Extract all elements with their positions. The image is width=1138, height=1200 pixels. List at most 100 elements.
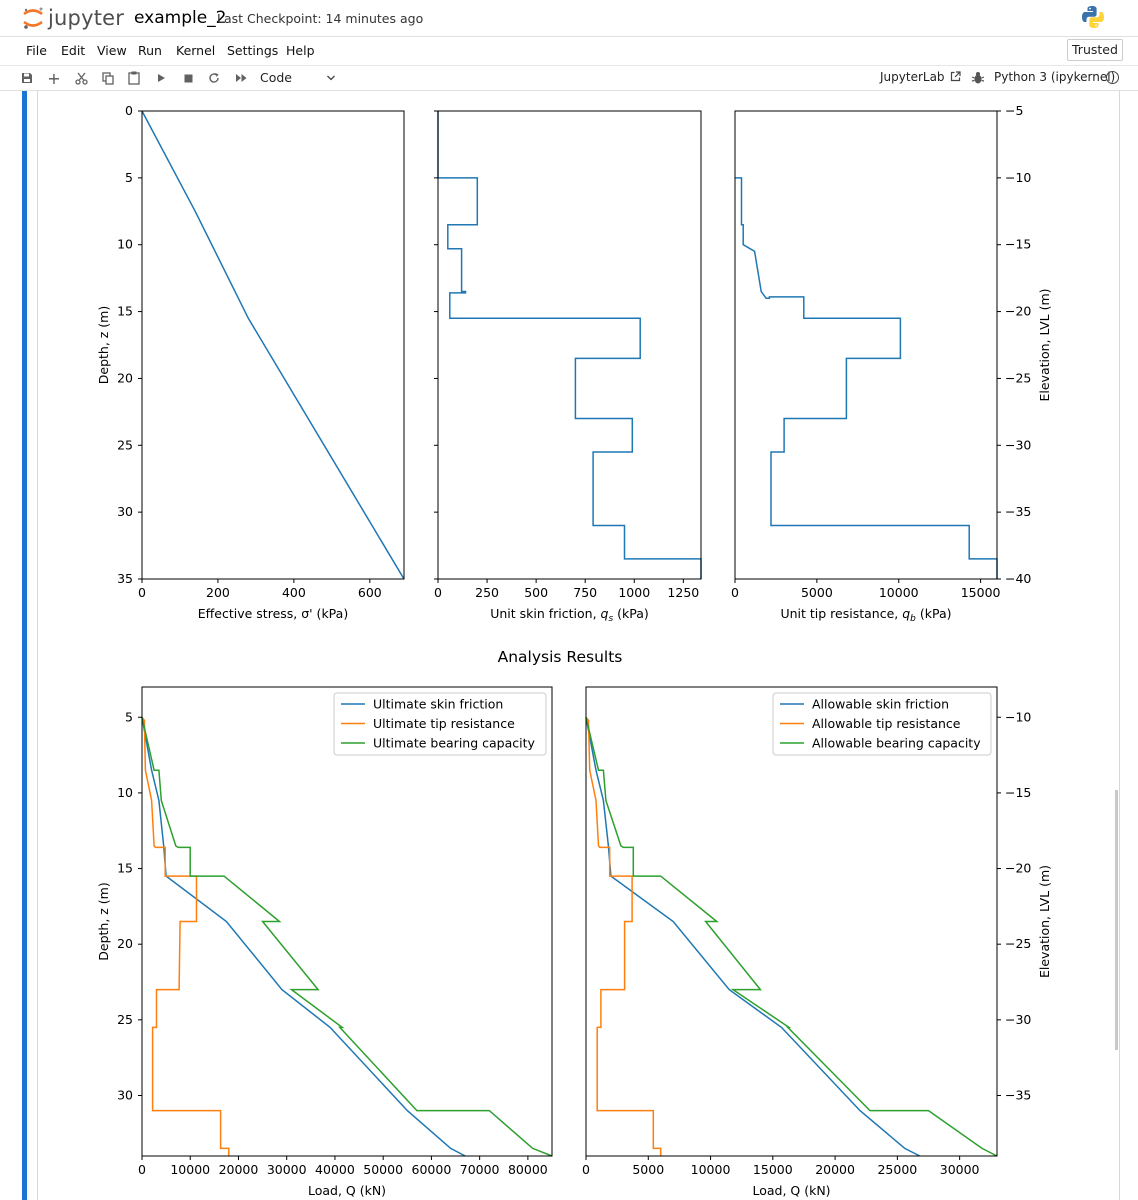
- chart3-legend-entry-0: Ultimate skin friction: [373, 697, 503, 712]
- chart3-x-tick-label: 10000: [170, 1162, 210, 1177]
- chart1-x-axis-label: Unit skin friction, qs (kPa): [490, 606, 649, 624]
- chart4-x-axis-label: Load, Q (kN): [752, 1183, 830, 1198]
- chart2-plot-frame: [734, 110, 998, 580]
- chart0-plot-frame: [141, 110, 405, 580]
- checkpoint-status: Last Checkpoint: 14 minutes ago: [217, 11, 424, 26]
- chart4-series-line-1: [585, 716, 662, 1156]
- chart2-y2-tick-label: −25: [1005, 370, 1031, 385]
- copy-icon[interactable]: [99, 69, 117, 87]
- chart3-x-axis-label: Load, Q (kN): [308, 1183, 386, 1198]
- chart4-x-tick-label: 15000: [753, 1162, 793, 1177]
- chart2-x-tick-label: 0: [731, 585, 739, 600]
- chart2-series-line-0: [735, 177, 998, 579]
- chart4-legend-box: [772, 692, 992, 756]
- python-logo-icon: [1082, 6, 1104, 28]
- add-cell-icon[interactable]: +: [47, 68, 61, 88]
- chart0-y-tick-label: 15: [117, 304, 133, 319]
- chart3-legend-entry-2: Ultimate bearing capacity: [373, 736, 535, 751]
- chart0-y-tick-label: 35: [117, 571, 133, 586]
- chart2-y2-tick-label: −10: [1005, 170, 1031, 185]
- paste-icon[interactable]: [125, 69, 143, 87]
- chart1-x-tick-label: 1250: [667, 585, 699, 600]
- stop-icon[interactable]: [179, 69, 197, 87]
- chart4-y2-tick-label: −25: [1005, 936, 1031, 951]
- chevron-down-icon: [326, 68, 336, 90]
- chart3-y-tick-label: 30: [117, 1087, 133, 1102]
- jupyterlab-label: JupyterLab: [880, 70, 945, 84]
- notebook-toolbar: + Code JupyterLab Python 3 (ipykernel): [0, 66, 1138, 91]
- trusted-indicator[interactable]: Trusted: [1067, 39, 1123, 61]
- notebook-name[interactable]: example_2: [134, 8, 227, 28]
- output-cell: [37, 91, 1120, 1200]
- jupyter-logo[interactable]: jupyter: [22, 4, 124, 32]
- menu-edit[interactable]: Edit: [61, 43, 86, 58]
- menu-kernel[interactable]: Kernel: [176, 43, 216, 58]
- chart4-x-tick-label: 25000: [877, 1162, 917, 1177]
- menu-view[interactable]: View: [97, 43, 127, 58]
- chart3-y-tick-label: 20: [117, 936, 133, 951]
- menu-settings[interactable]: Settings: [227, 43, 279, 58]
- chart0-y-axis-label: Depth, z (m): [96, 306, 111, 385]
- run-icon[interactable]: [152, 69, 170, 87]
- chart4-x-tick-label: 20000: [815, 1162, 855, 1177]
- chart1-series-line-0: [437, 111, 702, 579]
- chart0-x-tick-label: 400: [282, 585, 306, 600]
- chart4-legend-entry-0: Allowable skin friction: [812, 697, 949, 712]
- save-icon[interactable]: [18, 69, 36, 87]
- chart4-y2-axis-label: Elevation, LVL (m): [1037, 865, 1052, 978]
- chart2-y2-axis-label: Elevation, LVL (m): [1037, 288, 1052, 401]
- chart3-x-tick-label: 20000: [219, 1162, 259, 1177]
- chart0-y-tick-label: 0: [125, 103, 133, 118]
- chart2-y2-tick-label: −35: [1005, 504, 1031, 519]
- external-link-icon: [951, 71, 961, 82]
- chart4-y2-tick-label: −10: [1005, 709, 1031, 724]
- output-scrollbar[interactable]: [1115, 790, 1118, 1050]
- chart4-x-tick-label: 0: [582, 1162, 590, 1177]
- chart1-x-tick-label: 250: [475, 585, 499, 600]
- chart0-x-tick-label: 200: [206, 585, 230, 600]
- menu-help[interactable]: Help: [286, 43, 315, 58]
- chart4-plot-frame: [585, 686, 998, 1157]
- restart-icon[interactable]: [205, 69, 223, 87]
- chart0-series-line-0: [141, 110, 405, 580]
- kernel-name[interactable]: Python 3 (ipykernel): [994, 70, 1116, 84]
- chart3-x-tick-label: 30000: [267, 1162, 307, 1177]
- chart3-x-tick-label: 70000: [460, 1162, 500, 1177]
- chart0-y-tick-label: 10: [117, 237, 133, 252]
- chart3-series-line-1: [141, 716, 230, 1156]
- chart2-x-tick-label: 15000: [961, 585, 1001, 600]
- jupyterlab-link[interactable]: JupyterLab: [880, 70, 961, 84]
- chart4-x-tick-label: 30000: [940, 1162, 980, 1177]
- chart3-x-tick-label: 80000: [508, 1162, 548, 1177]
- chart0-x-tick-label: 0: [138, 585, 146, 600]
- cell-type-select[interactable]: Code: [260, 68, 338, 88]
- chart3-x-tick-label: 0: [138, 1162, 146, 1177]
- kernel-status-icon: [1106, 71, 1119, 84]
- chart1-x-tick-label: 1000: [618, 585, 650, 600]
- chart0-y-tick-label: 30: [117, 504, 133, 519]
- cut-icon[interactable]: [72, 69, 90, 87]
- chart1-x-tick-label: 0: [434, 585, 442, 600]
- chart4-y2-tick-label: −15: [1005, 785, 1031, 800]
- debugger-bug-icon[interactable]: [971, 71, 985, 85]
- chart3-x-tick-label: 60000: [412, 1162, 452, 1177]
- fast-forward-icon[interactable]: [232, 69, 250, 87]
- menu-run[interactable]: Run: [138, 43, 162, 58]
- menu-bar: File Edit View Run Kernel Settings Help …: [0, 37, 1138, 66]
- chart3-series-line-2: [141, 717, 553, 1157]
- chart3-x-tick-label: 40000: [315, 1162, 355, 1177]
- chart0-y-tick-label: 20: [117, 370, 133, 385]
- chart2-x-tick-label: 5000: [801, 585, 833, 600]
- chart3-y-axis-label: Depth, z (m): [96, 882, 111, 961]
- chart2-y2-tick-label: −30: [1005, 437, 1031, 452]
- cell-type-value: Code: [260, 70, 293, 85]
- chart3-plot-frame: [141, 686, 553, 1157]
- notebook-header: jupyter example_2 Last Checkpoint: 14 mi…: [0, 0, 1138, 37]
- chart3-x-tick-label: 50000: [363, 1162, 403, 1177]
- chart4-series-line-0: [585, 717, 921, 1157]
- chart1-x-tick-label: 750: [573, 585, 597, 600]
- chart2-y2-tick-label: −15: [1005, 237, 1031, 252]
- logo-text: jupyter: [48, 6, 125, 30]
- menu-file[interactable]: File: [26, 43, 47, 58]
- chart4-series-line-2: [585, 717, 998, 1157]
